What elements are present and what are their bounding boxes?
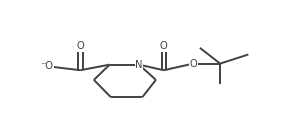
Text: O: O [189, 59, 197, 69]
Text: O: O [160, 41, 168, 51]
Text: ⁻O: ⁻O [40, 61, 53, 71]
Text: O: O [77, 41, 84, 51]
Text: N: N [135, 60, 143, 70]
